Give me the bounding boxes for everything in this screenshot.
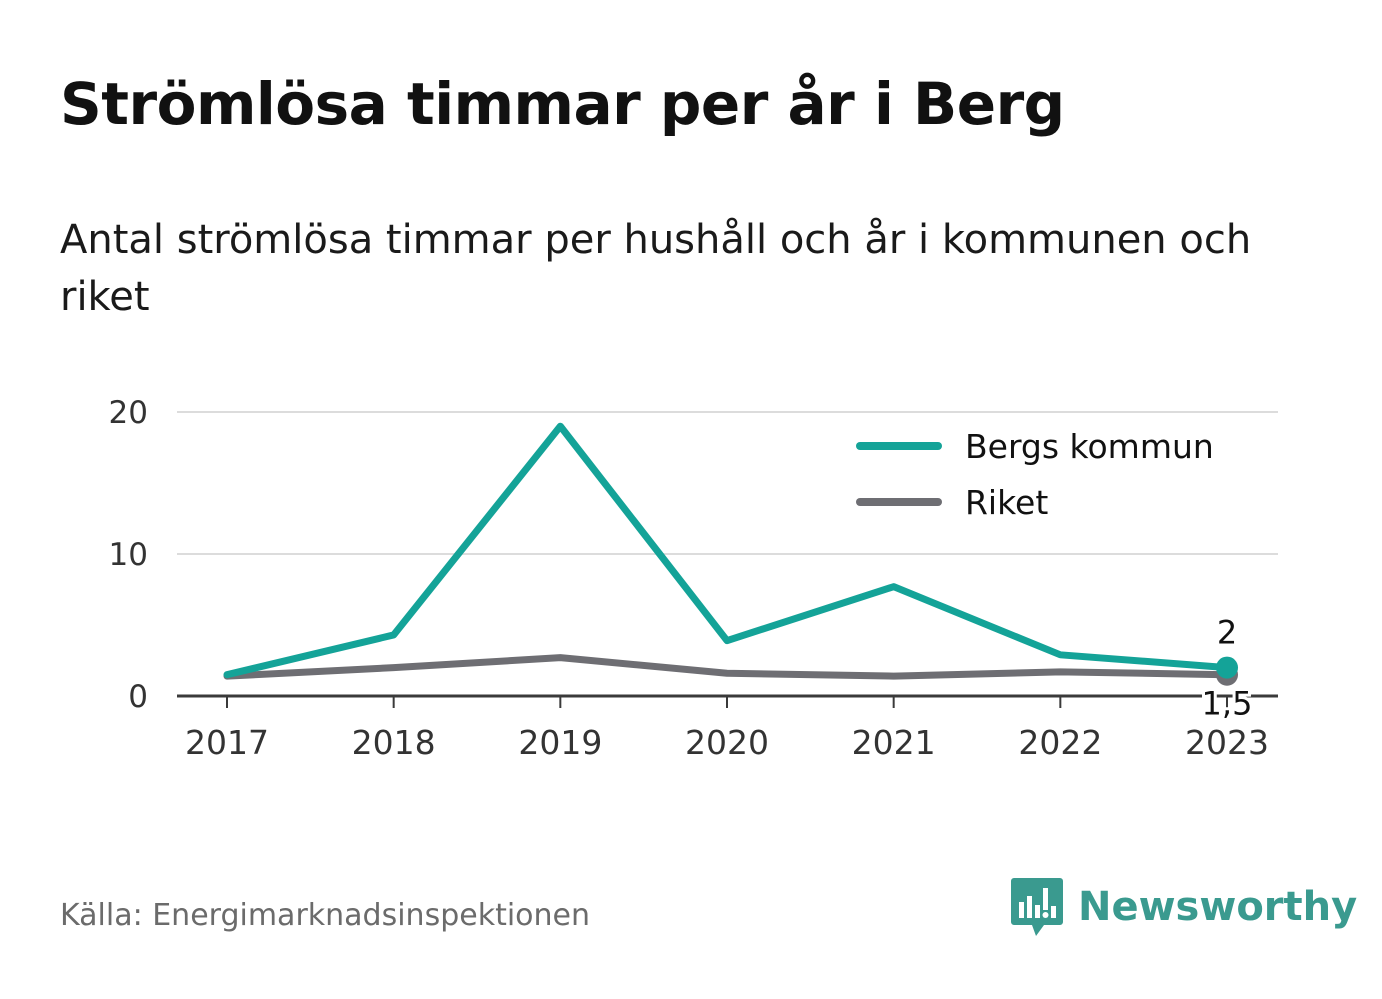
- newsworthy-logo-icon: [1011, 878, 1063, 936]
- x-tick-label: 2019: [518, 723, 602, 762]
- series-end-point-0: [1216, 656, 1238, 679]
- end-label-0: 2: [1217, 614, 1237, 652]
- legend-label-0: Bergs kommun: [965, 427, 1214, 466]
- series-line-1: [223, 654, 1231, 680]
- x-tick-label: 2023: [1185, 723, 1269, 762]
- axes: 0 10 20 2017 2018 2019 2020 2021 2022 2023: [109, 395, 1278, 762]
- x-tick-label: 2017: [185, 723, 269, 762]
- grid-lines: [177, 411, 1278, 555]
- legend: Bergs kommun Riket: [848, 414, 1248, 534]
- x-tick-label: 2018: [352, 723, 436, 762]
- end-label-1: 1,5: [1202, 685, 1253, 723]
- x-tick-label: 2020: [685, 723, 769, 762]
- series-line-0: [223, 422, 1231, 679]
- data-labels: 21,5: [1199, 611, 1256, 726]
- chart-subtitle: Antal strömlösa timmar per hushåll och å…: [60, 217, 1252, 320]
- legend-box: [848, 414, 1248, 534]
- brand-name: Newsworthy: [1078, 884, 1358, 930]
- legend-label-1: Riket: [965, 483, 1048, 522]
- source-note: Källa: Energimarknadsinspektionen: [60, 898, 591, 933]
- y-tick-label: 10: [109, 537, 148, 573]
- x-tick-label: 2022: [1018, 723, 1102, 762]
- series-lines: [223, 422, 1238, 686]
- y-tick-label: 20: [109, 395, 148, 431]
- brand: Newsworthy: [1010, 876, 1357, 938]
- y-tick-label: 0: [128, 679, 148, 715]
- chart-title: Strömlösa timmar per år i Berg: [60, 70, 1065, 138]
- x-tick-label: 2021: [852, 723, 936, 762]
